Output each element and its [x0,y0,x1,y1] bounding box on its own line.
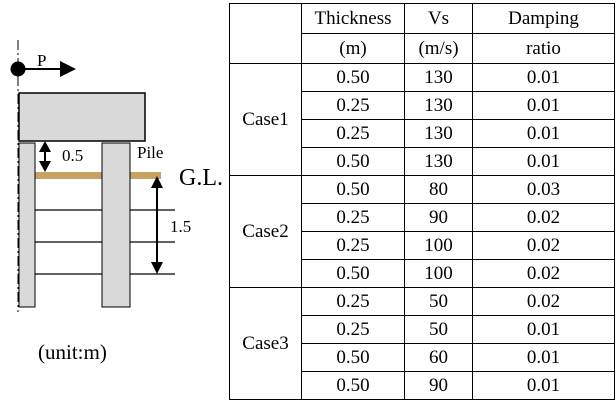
vs-cell: 60 [404,343,473,372]
thickness-unit: (m) [301,33,405,64]
pile-cap [18,92,146,142]
thickness-cell: 0.25 [301,287,405,316]
damping-cell: 0.02 [472,259,615,288]
pile-right [101,142,131,308]
load-label: P [37,51,47,70]
table-row: Case3 0.25 50 0.02 [229,287,615,400]
dim-top-arrow-up-icon [39,141,51,152]
vs-cell: 100 [404,259,473,288]
damping-cell: 0.02 [472,287,615,316]
vs-cell: 50 [404,315,473,344]
ground-surface [18,172,161,179]
soil-properties-table: Thickness Vs Damping (m) (m/s) ratio Cas… [229,3,615,400]
case-name-cell: Case3 [229,287,302,400]
header-row-2: (m) (m/s) ratio [230,33,615,64]
vs-cell: 130 [404,63,473,92]
thickness-cell: 0.25 [301,203,405,232]
thickness-cell: 0.25 [301,91,405,120]
pile-left [18,142,36,308]
table-row: Case1 0.50 130 0.01 [229,63,615,176]
damping-cell: 0.01 [472,91,615,120]
thickness-cell: 0.50 [301,63,405,92]
vs-header: Vs [404,3,473,34]
ground-level-label: G.L. [179,165,223,191]
table-row: 0.50 90 0.01 [230,371,615,400]
damping-subheader: ratio [472,33,615,64]
damping-header: Damping [472,3,615,34]
table-row: 0.50 100 0.02 [230,259,615,288]
unit-label: (unit:m) [38,340,107,364]
thickness-cell: 0.50 [301,371,405,400]
vs-cell: 50 [404,287,473,316]
damping-cell: 0.01 [472,315,615,344]
vs-cell: 90 [404,203,473,232]
vs-unit: (m/s) [404,33,473,64]
case-name-cell: Case1 [229,63,302,176]
thickness-cell: 0.50 [301,259,405,288]
thickness-cell: 0.25 [301,315,405,344]
dim-depth-arrow-down-icon [151,262,163,274]
header-row-1: Thickness Vs Damping [229,3,615,64]
vs-cell: 100 [404,231,473,260]
dim-top-arrow-down-icon [39,161,51,172]
thickness-cell: 0.25 [301,119,405,148]
thickness-header: Thickness [301,3,405,34]
thickness-cell: 0.50 [301,147,405,176]
damping-cell: 0.01 [472,147,615,176]
damping-cell: 0.03 [472,175,615,204]
thickness-cell: 0.50 [301,175,405,204]
pile-label: Pile [137,143,164,162]
vs-cell: 130 [404,91,473,120]
vs-cell: 130 [404,119,473,148]
damping-cell: 0.02 [472,231,615,260]
pile-foundation-drawing [10,40,175,312]
pile-diagram: P 0.5 Pile G.L. 1.5 (unit:m) [0,0,240,410]
case-header-cell [229,3,302,64]
table-row: 0.25 130 0.01 [230,119,615,148]
dim-depth-arrow-up-icon [151,176,163,188]
soil-properties-table-container: Thickness Vs Damping (m) (m/s) ratio Cas… [229,3,615,400]
damping-cell: 0.01 [472,371,615,400]
case-name-cell: Case2 [229,175,302,288]
damping-cell: 0.01 [472,119,615,148]
dim-depth-label: 1.5 [170,217,192,236]
thickness-cell: 0.50 [301,343,405,372]
table-row: 0.25 100 0.02 [230,231,615,260]
table-body: Case1 0.50 130 0.01 0.25 130 0.01 0.25 130 0.01 0.… [229,63,615,400]
damping-cell: 0.01 [472,343,615,372]
vs-cell: 80 [404,175,473,204]
thickness-cell: 0.25 [301,231,405,260]
load-arrow-icon [60,61,76,77]
dim-top-label: 0.5 [62,146,84,165]
damping-cell: 0.01 [472,63,615,92]
table-row: 0.50 60 0.01 [230,343,615,372]
table-row: 0.25 90 0.02 [230,203,615,232]
table-row: Case2 0.50 80 0.03 [229,175,615,288]
vs-cell: 90 [404,371,473,400]
vs-cell: 130 [404,147,473,176]
damping-cell: 0.02 [472,203,615,232]
table-row: 0.25 130 0.01 [230,91,615,120]
